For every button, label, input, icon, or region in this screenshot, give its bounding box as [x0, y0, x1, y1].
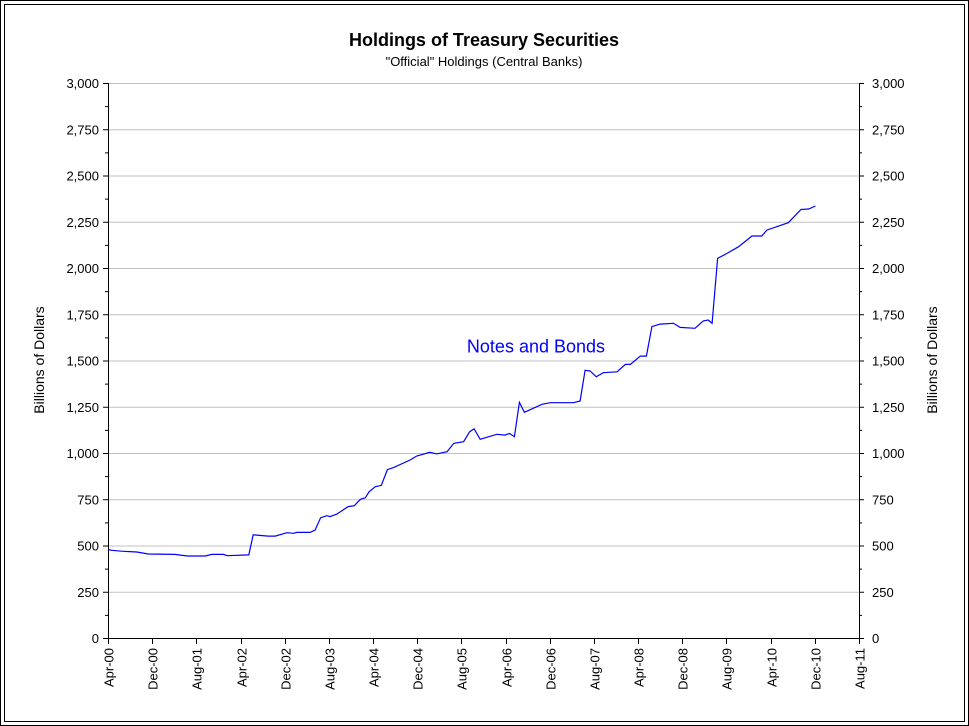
chart-title: Holdings of Treasury Securities	[349, 30, 619, 50]
y-tick-label-right: 1,250	[872, 400, 905, 415]
y-tick-label-right: 2,000	[872, 261, 905, 276]
x-tick-label: Aug-03	[323, 648, 338, 690]
y-tick-label-left: 0	[92, 631, 99, 646]
y-axis-label-right: Billions of Dollars	[924, 306, 940, 413]
chart-subtitle: "Official" Holdings (Central Banks)	[386, 54, 583, 69]
y-tick-label-right: 1,000	[872, 446, 905, 461]
x-tick-label: Aug-11	[853, 648, 868, 689]
y-tick-label-left: 2,000	[66, 261, 99, 276]
y-tick-label-left: 500	[77, 539, 99, 554]
y-tick-label-right: 250	[872, 585, 894, 600]
series-annotation-notes-and-bonds: Notes and Bonds	[467, 337, 605, 357]
gridlines	[108, 83, 859, 593]
y-tick-label-right: 0	[872, 631, 879, 646]
y-tick-label-left: 2,250	[66, 215, 99, 230]
y-tick-label-left: 1,250	[66, 400, 99, 415]
x-tick-label: Aug-01	[190, 648, 205, 690]
axes	[103, 83, 864, 644]
x-tick-label: Apr-00	[102, 648, 117, 687]
x-tick-label: Apr-10	[765, 648, 780, 687]
x-tick-labels: Apr-00 Dec-00 Aug-01 Apr-02 Dec-02 Aug-03 Apr-…	[102, 648, 868, 690]
x-tick-label: Apr-04	[367, 648, 382, 687]
x-tick-label: Dec-10	[809, 648, 824, 690]
x-tick-label: Aug-05	[455, 648, 470, 690]
y-tick-label-right: 2,500	[872, 169, 905, 184]
y-tick-labels: 0 0 250 250 500 500 750 750 1,000 1,000 1,250 1,250…	[66, 76, 904, 646]
x-tick-label: Apr-08	[632, 648, 647, 687]
y-tick-label-right: 2,250	[872, 215, 905, 230]
x-tick-label: Dec-02	[279, 648, 294, 690]
y-tick-label-left: 750	[77, 492, 99, 507]
y-tick-label-right: 1,500	[872, 354, 905, 369]
y-tick-label-left: 3,000	[66, 76, 99, 91]
y-tick-label-left: 1,750	[66, 307, 99, 322]
y-tick-label-left: 1,500	[66, 354, 99, 369]
x-tick-label: Aug-07	[588, 648, 603, 690]
x-tick-label: Dec-00	[146, 648, 161, 690]
y-tick-label-right: 500	[872, 539, 894, 554]
y-tick-label-right: 3,000	[872, 76, 905, 91]
y-tick-label-right: 1,750	[872, 307, 905, 322]
y-tick-label-left: 2,750	[66, 122, 99, 137]
y-tick-label-right: 2,750	[872, 122, 905, 137]
x-tick-label: Dec-08	[676, 648, 691, 690]
x-tick-label: Dec-04	[411, 648, 426, 690]
x-tick-label: Aug-09	[720, 648, 735, 690]
y-tick-label-right: 750	[872, 492, 894, 507]
y-tick-label-left: 250	[77, 585, 99, 600]
series-layer	[107, 205, 816, 557]
y-tick-label-left: 1,000	[66, 446, 99, 461]
y-tick-label-left: 2,500	[66, 169, 99, 184]
chart-frame	[4, 4, 965, 722]
x-tick-label: Apr-06	[500, 648, 515, 687]
x-tick-label: Apr-02	[235, 648, 250, 687]
y-axis-label-left: Billions of Dollars	[31, 306, 47, 413]
series-line-notes-and-bonds	[107, 205, 816, 557]
x-tick-label: Dec-06	[544, 648, 559, 690]
